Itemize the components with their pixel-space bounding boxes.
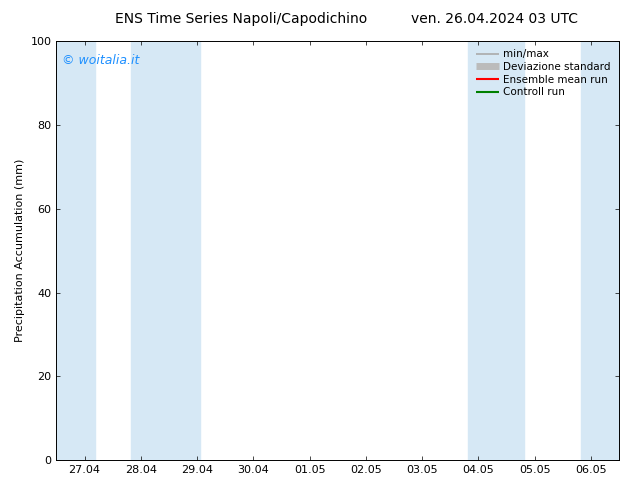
Bar xyxy=(469,41,524,460)
Text: ven. 26.04.2024 03 UTC: ven. 26.04.2024 03 UTC xyxy=(411,12,578,26)
Y-axis label: Precipitation Accumulation (mm): Precipitation Accumulation (mm) xyxy=(15,159,25,343)
Text: © woitalia.it: © woitalia.it xyxy=(62,53,139,67)
Legend: min/max, Deviazione standard, Ensemble mean run, Controll run: min/max, Deviazione standard, Ensemble m… xyxy=(473,46,614,100)
Bar xyxy=(56,41,94,460)
Text: ENS Time Series Napoli/Capodichino: ENS Time Series Napoli/Capodichino xyxy=(115,12,367,26)
Bar xyxy=(131,41,200,460)
Bar xyxy=(581,41,619,460)
